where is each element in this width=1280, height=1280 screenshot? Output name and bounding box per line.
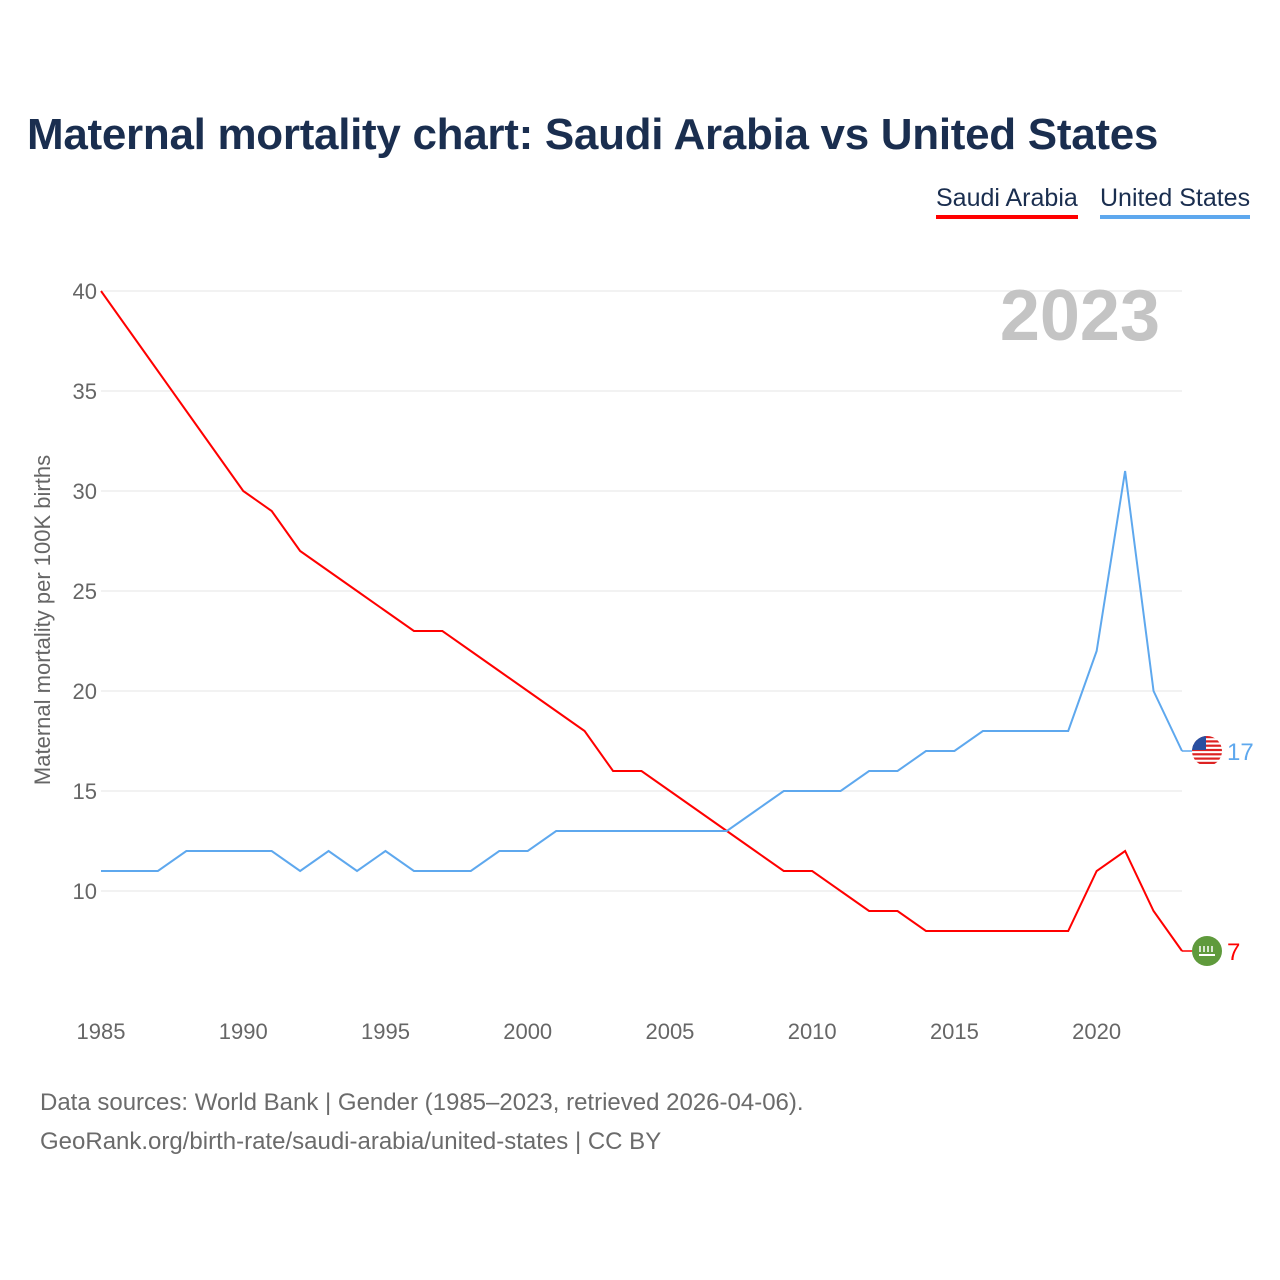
chart-title: Maternal mortality chart: Saudi Arabia v… — [27, 110, 1159, 159]
y-tick-label: 25 — [73, 579, 97, 604]
x-tick-label: 2005 — [645, 1019, 694, 1044]
x-tick-label: 2015 — [930, 1019, 979, 1044]
y-tick-label: 10 — [73, 879, 97, 904]
united-states-flag-icon — [1192, 736, 1222, 766]
x-tick-label: 1990 — [219, 1019, 268, 1044]
end-value-label: 17 — [1227, 739, 1254, 766]
series-line-saudi-arabia — [100, 290, 1183, 952]
series-line-united-states — [101, 470, 1183, 873]
y-tick-label: 30 — [73, 479, 97, 504]
x-tick-label: 2010 — [788, 1019, 837, 1044]
legend-united-states[interactable]: United States — [1100, 184, 1251, 219]
end-value-label: 7 — [1227, 939, 1240, 966]
footer-sources: Data sources: World Bank | Gender (1985–… — [40, 1089, 804, 1116]
y-tick-label: 15 — [73, 779, 97, 804]
year-label: 2023 — [1000, 276, 1160, 356]
x-tick-label: 1985 — [77, 1019, 126, 1044]
x-tick-label: 2020 — [1072, 1019, 1121, 1044]
y-axis-label: Maternal mortality per 100K births — [30, 455, 55, 785]
x-tick-label: 1995 — [361, 1019, 410, 1044]
y-tick-label: 20 — [73, 679, 97, 704]
saudi-arabia-flag-icon — [1192, 936, 1222, 966]
footer-link[interactable]: GeoRank.org/birth-rate/saudi-arabia/unit… — [40, 1128, 662, 1155]
y-tick-label: 35 — [73, 379, 97, 404]
x-tick-label: 2000 — [503, 1019, 552, 1044]
legend-saudi-arabia[interactable]: Saudi Arabia — [936, 184, 1078, 219]
y-tick-label: 40 — [73, 279, 97, 304]
